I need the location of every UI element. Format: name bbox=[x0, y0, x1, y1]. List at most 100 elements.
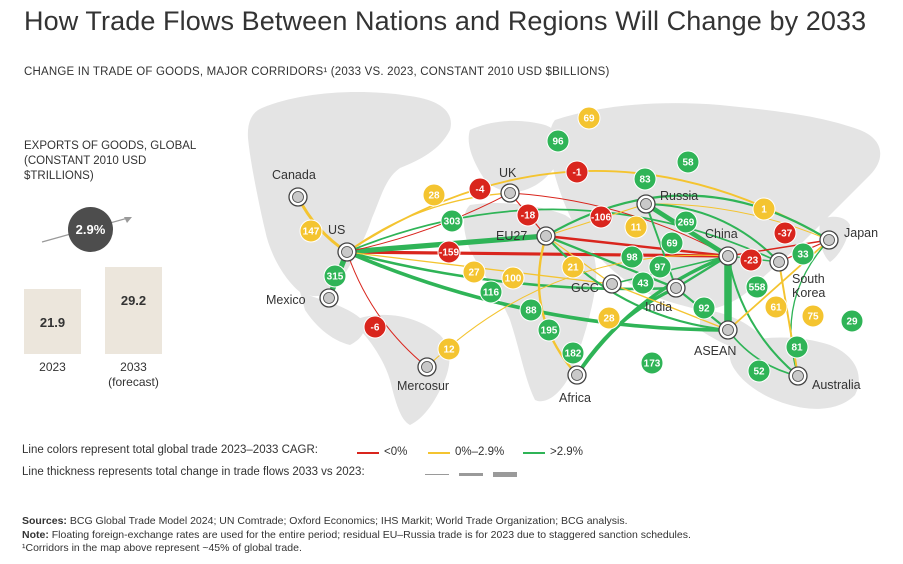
flow-value-us-china: -159 bbox=[439, 248, 459, 259]
node-label-china: China bbox=[705, 227, 738, 241]
flow-bubble-india-africa bbox=[640, 351, 664, 375]
legend-thickness-label: Line thickness represents total change i… bbox=[22, 466, 365, 478]
flow-bubble-russia-southkorea bbox=[633, 167, 657, 191]
flow-line-us-mercosur bbox=[346, 251, 428, 368]
flow-bubble-us-japan bbox=[577, 106, 601, 130]
flow-value-russia-china: 269 bbox=[678, 218, 695, 229]
flow-bubble-us-eu27 bbox=[440, 209, 464, 233]
flow-value-eu27-japan: 96 bbox=[552, 137, 564, 148]
legend-item-high: >2.9% bbox=[550, 446, 583, 458]
flow-value-us-uk: 28 bbox=[428, 191, 440, 202]
flow-line-japan-australia bbox=[790, 239, 830, 377]
flow-value-russia-southkorea: 83 bbox=[639, 175, 651, 186]
flow-line-us-southkorea bbox=[346, 208, 780, 263]
node-label-gcc: GCC bbox=[571, 281, 599, 295]
flow-line-uk-us bbox=[346, 192, 511, 253]
node-core-uk bbox=[504, 187, 516, 199]
node-label-southkorea: Korea bbox=[792, 286, 825, 300]
flow-value-us-eu27: 303 bbox=[444, 217, 461, 228]
flow-line-eu27-asean bbox=[544, 234, 730, 332]
legend-swatch-negative bbox=[357, 452, 379, 454]
flow-bubble-japan-australia bbox=[840, 309, 864, 333]
flow-value-gcc-asean: 28 bbox=[603, 314, 615, 325]
flow-bubble-eu27-china bbox=[589, 205, 613, 229]
flow-bubble-uk-china bbox=[565, 160, 589, 184]
node-core-canada bbox=[292, 191, 304, 203]
flow-bubble-us-india bbox=[479, 280, 503, 304]
flow-bubble-asean-australia bbox=[747, 359, 771, 383]
node-core-africa bbox=[571, 369, 583, 381]
flow-bubble-eu27-asean bbox=[519, 298, 543, 322]
sources-label: Sources: bbox=[22, 515, 67, 527]
flow-line-uk-china bbox=[509, 192, 729, 257]
legend-thick-line bbox=[493, 472, 517, 477]
node-label-uk: UK bbox=[499, 166, 517, 180]
node-label-australia: Australia bbox=[812, 378, 861, 392]
flow-bubble-china-southkorea bbox=[791, 242, 815, 266]
flow-bubble-china-australia bbox=[785, 335, 809, 359]
flow-line-china-mercosur bbox=[426, 254, 729, 368]
flow-value-us-mercosur: -6 bbox=[371, 323, 380, 334]
flow-value-japan-asean: 61 bbox=[770, 303, 782, 314]
flow-value-china-africa: 182 bbox=[565, 349, 582, 360]
flow-value-eu27-india: 98 bbox=[626, 253, 638, 264]
flow-bubble-india-asean bbox=[692, 296, 716, 320]
node-core-mexico bbox=[323, 292, 335, 304]
flow-line-china-australia bbox=[726, 254, 800, 378]
node-label-mexico: Mexico bbox=[266, 293, 306, 307]
flow-line-eu27-japan bbox=[544, 194, 831, 242]
legend-item-negative: <0% bbox=[384, 446, 408, 458]
flow-bubble-us-canada bbox=[299, 219, 323, 243]
node-label-japan: Japan bbox=[844, 226, 878, 240]
node-core-asean bbox=[722, 324, 734, 336]
node-core-us bbox=[341, 246, 353, 258]
node-label-africa: Africa bbox=[559, 391, 591, 405]
region-nodes: Canada US Mexico Mercosur UK EU27 Russia GCC Afr… bbox=[266, 166, 878, 405]
flow-bubble-japan-asean bbox=[764, 295, 788, 319]
flow-line-eu27-india bbox=[544, 234, 678, 290]
exports-bar-value: 29.2 bbox=[120, 293, 147, 308]
node-label-india: India bbox=[645, 300, 672, 314]
flow-line-russia-japan bbox=[645, 203, 830, 241]
sources-text: BCG Global Trade Model 2024; UN Comtrade… bbox=[69, 515, 628, 527]
flow-value-china-southkorea: 33 bbox=[797, 250, 809, 261]
flow-bubble-uk-eu27 bbox=[516, 203, 540, 227]
flow-value-eu27-china: -106 bbox=[591, 213, 611, 224]
flow-value-india-africa: 173 bbox=[644, 359, 661, 370]
node-core-eu27 bbox=[540, 230, 552, 242]
flow-bubble-southkorea-australia bbox=[801, 304, 825, 328]
legend-item-low: 0%–2.9% bbox=[455, 446, 505, 458]
flow-value-eu27-gcc: 21 bbox=[567, 263, 579, 274]
flow-bubble-us-mercosur bbox=[363, 315, 387, 339]
footnote-text: ¹Corridors in the map above represent ~4… bbox=[22, 542, 302, 554]
flow-value-us-japan: 69 bbox=[583, 114, 595, 125]
page-title: How Trade Flows Between Nations and Regi… bbox=[24, 6, 867, 36]
flow-bubble-us-china bbox=[437, 240, 461, 264]
node-label-southkorea: South bbox=[792, 272, 825, 286]
flow-value-china-australia: 81 bbox=[791, 343, 803, 354]
flow-value-russia-japan: 1 bbox=[761, 205, 767, 216]
node-core-australia bbox=[792, 370, 804, 382]
flow-value-china-japan: -37 bbox=[778, 229, 793, 240]
flow-line-gcc-asean bbox=[611, 283, 729, 331]
node-core-gcc bbox=[606, 278, 618, 290]
exports-bar-label: 2023 bbox=[39, 360, 66, 374]
node-core-india bbox=[670, 282, 682, 294]
flow-bubble-eu27-gcc bbox=[561, 255, 585, 279]
flow-value-bubbles: -159 -106 303 315 147 195 69 116 58 28 -6 27 -18 -1 -4… bbox=[299, 106, 864, 383]
flow-bubble-china-gcc bbox=[631, 271, 655, 295]
flow-value-eu27-africa: 100 bbox=[505, 274, 522, 285]
flow-value-us-southkorea: 58 bbox=[682, 158, 694, 169]
flow-bubble-russia-china bbox=[674, 210, 698, 234]
flow-value-japan-australia: 29 bbox=[846, 317, 858, 328]
flow-line-china-japan bbox=[727, 239, 830, 257]
flow-value-russia-india: 69 bbox=[666, 239, 678, 250]
node-label-mercosur: Mercosur bbox=[397, 379, 449, 393]
flow-bubble-russia-japan bbox=[752, 197, 776, 221]
flow-value-eu27-russia: 11 bbox=[631, 223, 642, 234]
note-text: Floating foreign-exchange rates are used… bbox=[51, 528, 691, 541]
flow-value-asean-australia: 52 bbox=[753, 367, 765, 378]
flow-bubble-china-india bbox=[648, 255, 672, 279]
flow-bubble-china-asean bbox=[745, 275, 769, 299]
